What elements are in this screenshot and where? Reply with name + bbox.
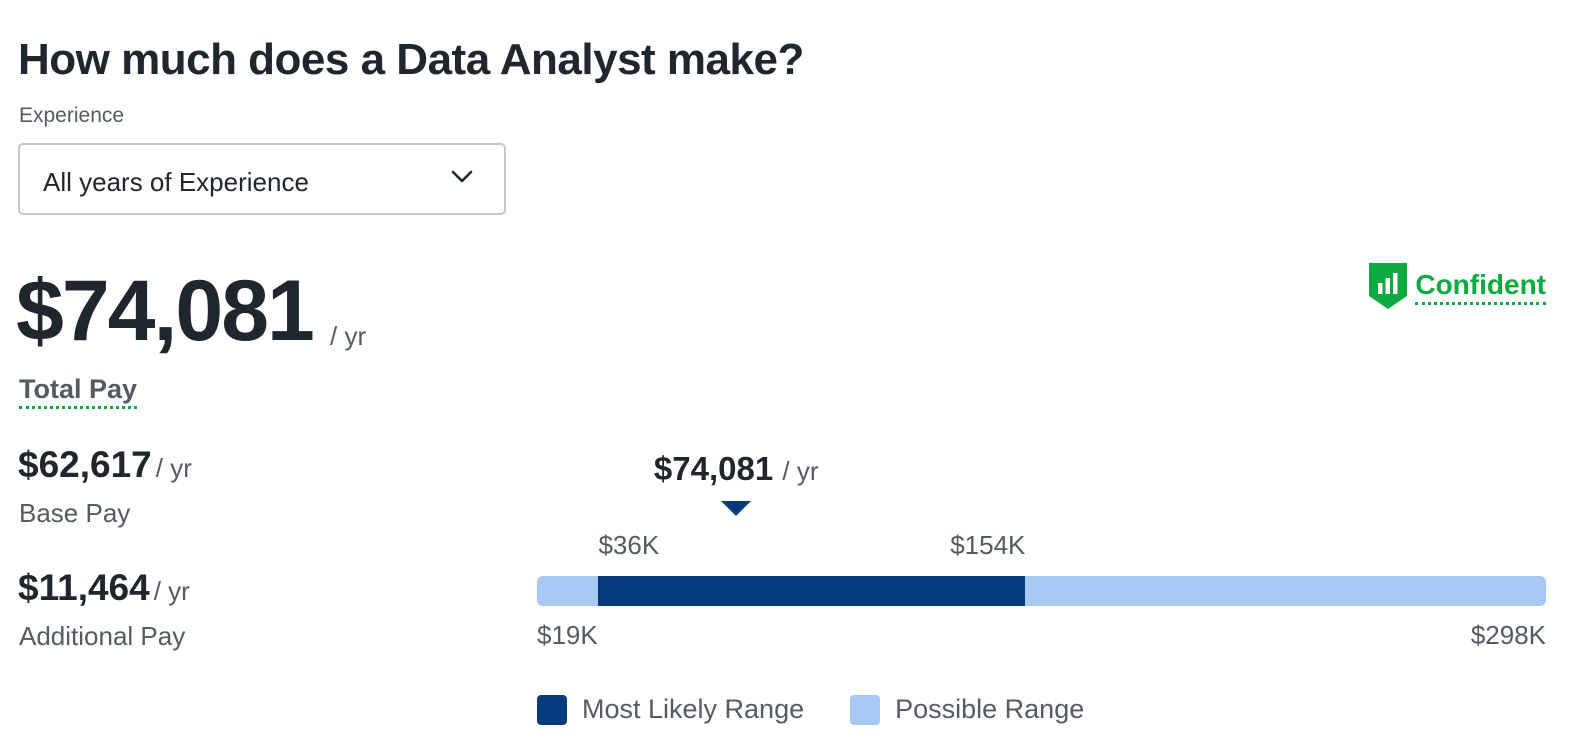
confidence-label: Confident [1415,263,1546,305]
additional-pay-unit: / yr [153,576,190,606]
experience-dropdown[interactable]: All years of Experience [18,143,506,215]
confidence-indicator[interactable]: Confident [1369,263,1546,311]
total-pay-amount: $74,081 [16,263,315,359]
likely-range-high-label: $154K [950,530,1026,560]
additional-pay-amount: $11,464/ yr [18,567,190,609]
base-pay-label: Base Pay [19,498,131,528]
page-title: How much does a Data Analyst make? [18,35,804,85]
chevron-down-icon [451,170,473,183]
base-pay-unit: / yr [155,453,192,483]
likely-range-bar [598,576,1026,606]
legend-swatch-most-likely [537,694,567,725]
legend-swatch-possible [850,694,881,725]
chart-legend: Most Likely Range Possible Range [537,694,1130,725]
possible-range-max-label: $298K [1470,620,1546,650]
legend-item-possible: Possible Range [850,694,1084,725]
median-pay-value: $74,081 [653,450,774,487]
base-pay-value: $62,617 [18,444,152,485]
additional-pay-label: Additional Pay [19,621,186,651]
experience-label: Experience [19,104,125,127]
legend-label-most-likely: Most Likely Range [582,694,805,724]
median-pay-unit: / yr [782,456,819,486]
median-marker-icon [721,501,752,516]
base-pay-amount: $62,617/ yr [18,444,192,486]
experience-dropdown-value: All years of Experience [43,167,309,197]
possible-range-bar [537,576,1546,606]
pay-range-chart: $74,081 / yr $36K $154K $19K $298K Most … [537,440,1546,740]
total-pay-label[interactable]: Total Pay [19,374,138,409]
bar-chart-shield-icon [1369,263,1408,309]
median-pay-label: $74,081 / yr [654,450,819,488]
possible-range-min-label: $19K [537,620,598,650]
legend-item-most-likely: Most Likely Range [537,694,804,725]
likely-range-low-label: $36K [598,530,660,560]
legend-label-possible: Possible Range [895,694,1085,724]
total-pay-unit: / yr [330,321,367,351]
additional-pay-value: $11,464 [18,567,150,608]
